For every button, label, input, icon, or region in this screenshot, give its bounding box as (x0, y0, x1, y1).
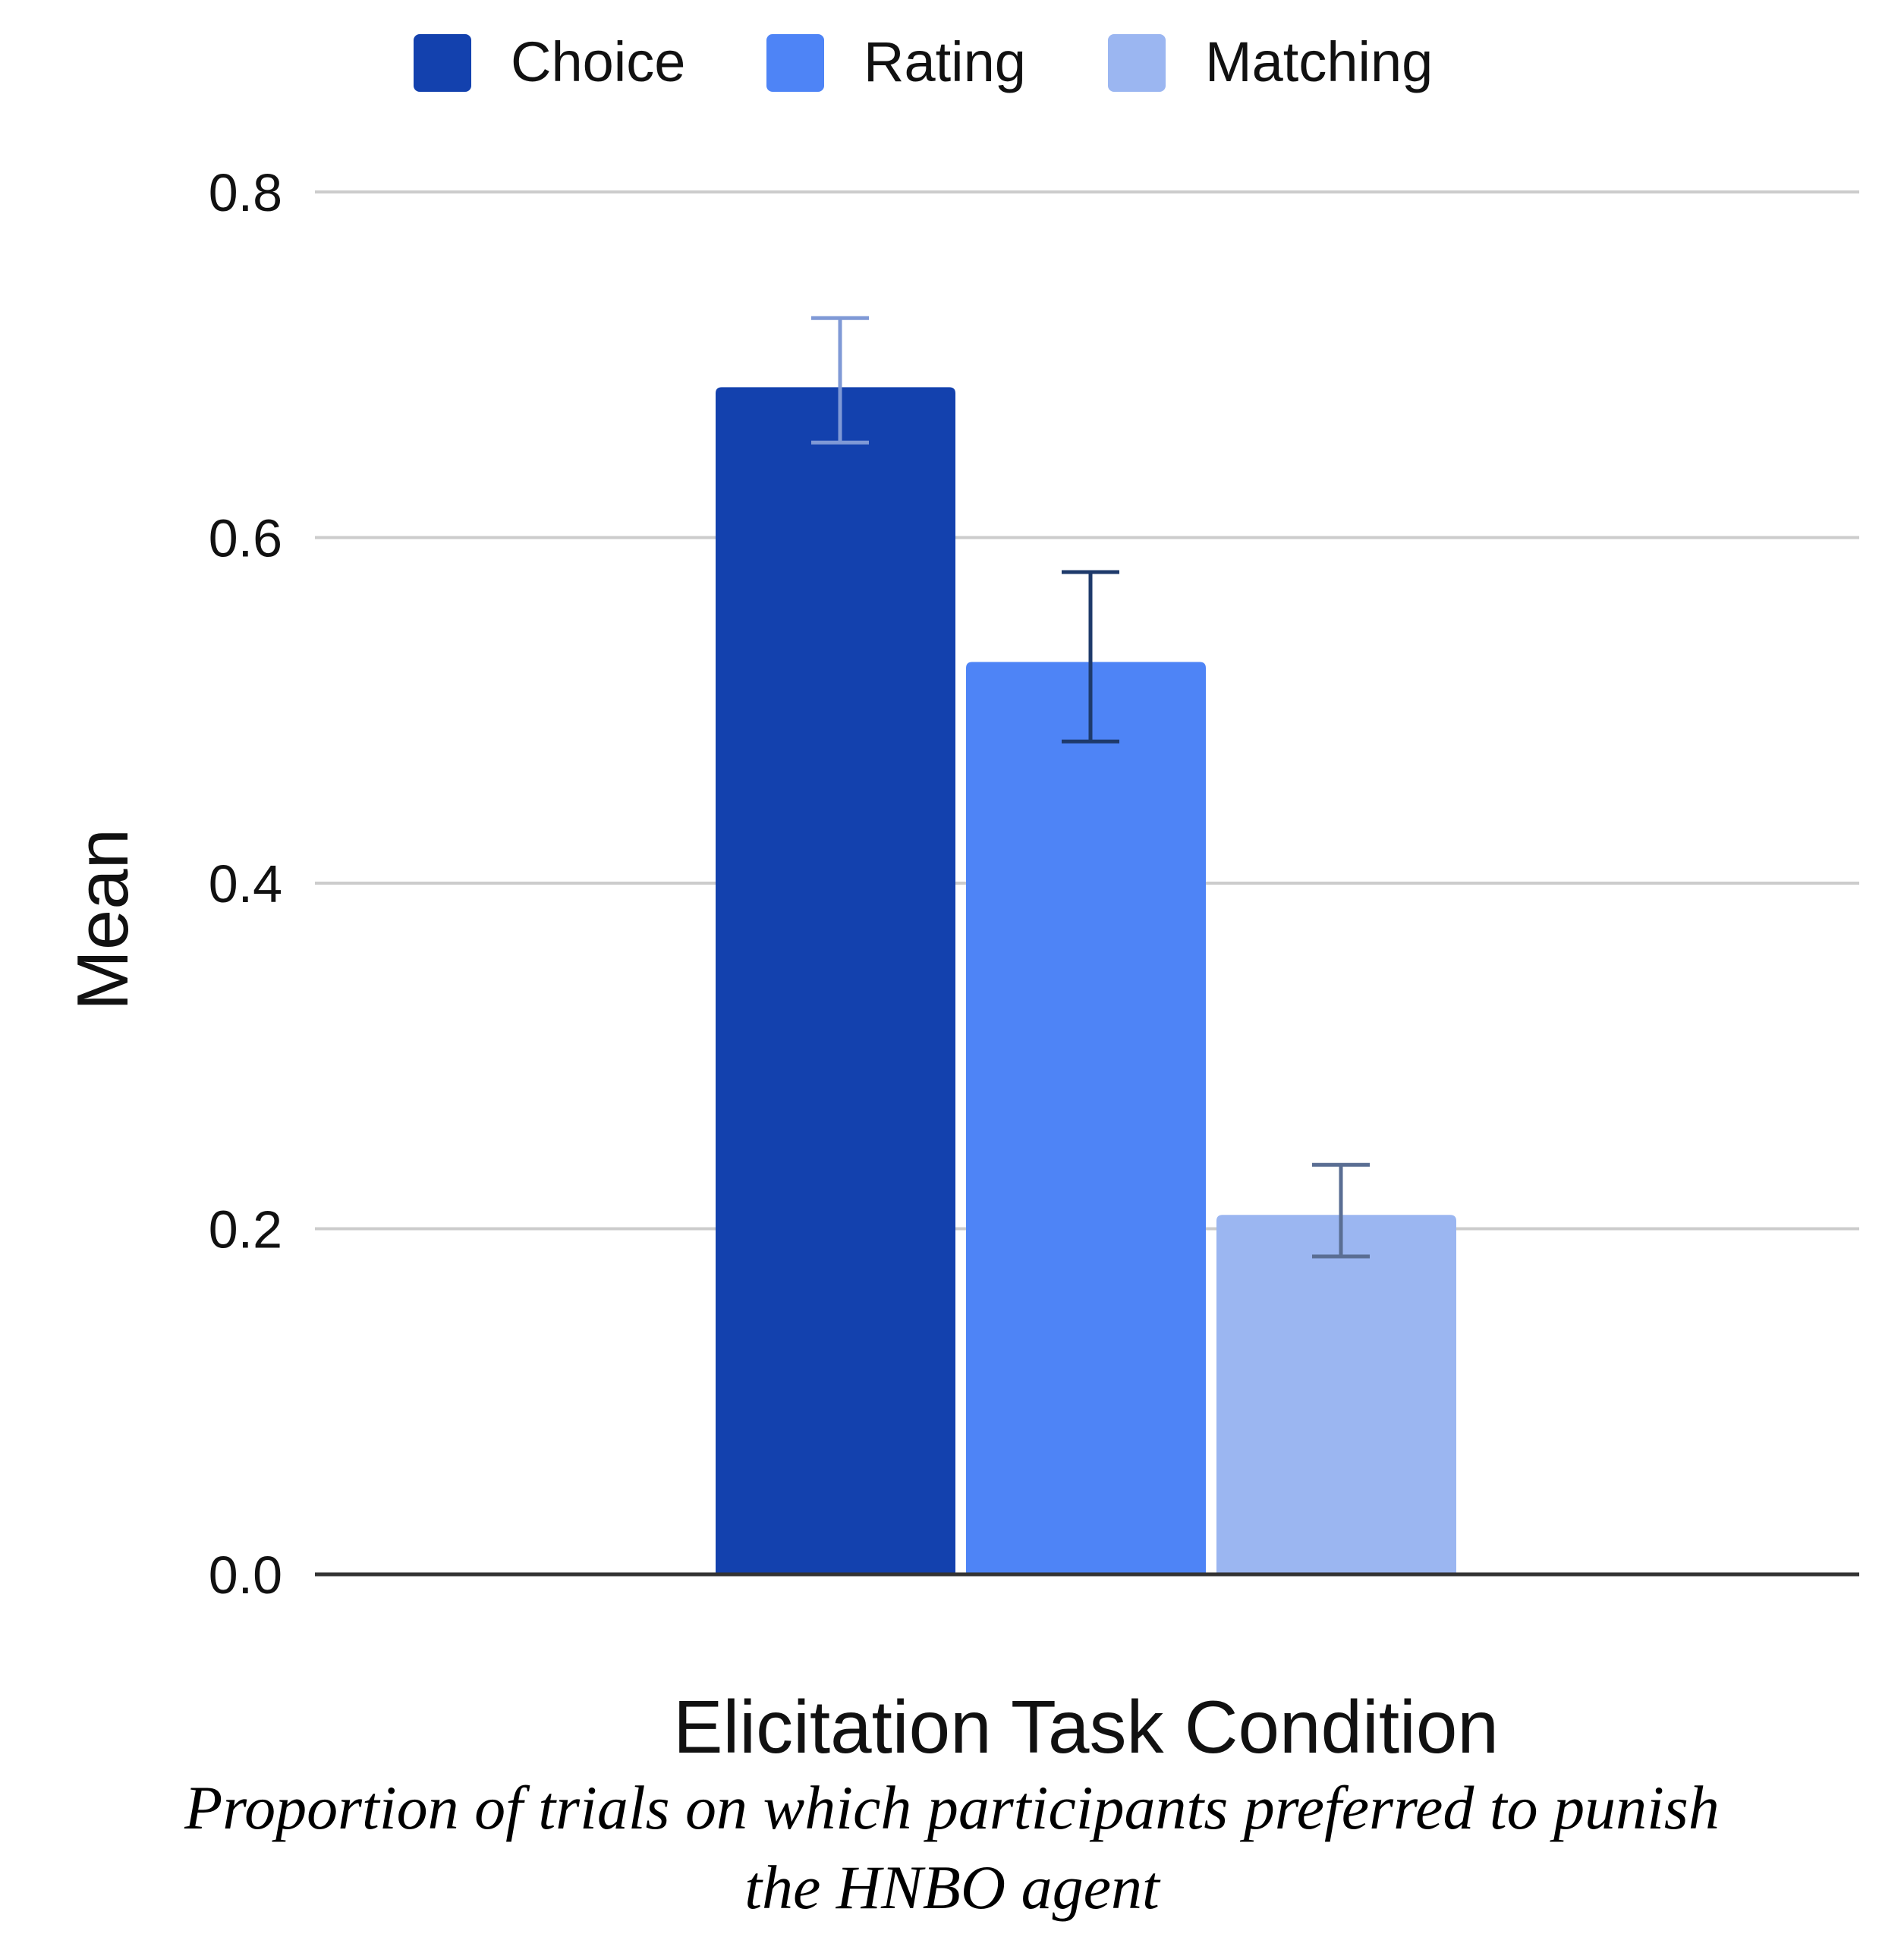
legend-label: Matching (1205, 30, 1433, 93)
caption-line-1: Proportion of trials on which participan… (184, 1773, 1720, 1842)
error-bar-matching (1312, 1162, 1370, 1259)
error-bar-rating (1062, 570, 1119, 744)
y-axis-ticks: 0.0 0.2 0.4 0.6 0.8 (209, 163, 282, 1605)
bar-rating (966, 662, 1206, 1574)
y-axis-label: Mean (62, 829, 143, 1011)
legend: Choice Rating Matching (414, 30, 1433, 93)
error-bar-choice (811, 316, 869, 445)
legend-item-matching: Matching (1108, 30, 1433, 93)
legend-swatch (1108, 34, 1166, 92)
legend-label: Choice (511, 30, 685, 93)
y-tick-label: 0.8 (209, 163, 282, 222)
legend-swatch (766, 34, 824, 92)
bar-choice (716, 387, 955, 1574)
figure-caption: Proportion of trials on which participan… (0, 1768, 1904, 1927)
y-tick-label: 0.0 (209, 1546, 282, 1605)
error-bars (811, 316, 1370, 1259)
y-tick-label: 0.2 (209, 1200, 282, 1259)
caption-line-2: the HNBO agent (744, 1853, 1160, 1922)
y-tick-label: 0.6 (209, 509, 282, 568)
legend-swatch (414, 34, 471, 92)
y-tick-label: 0.4 (209, 854, 282, 913)
bar-chart: Choice Rating Matching 0.0 0.2 0.4 0.6 0.8 Mea… (62, 30, 1859, 1760)
x-axis-label: Elicitation Task Condition (673, 1685, 1499, 1760)
legend-label: Rating (864, 30, 1026, 93)
bar-matching (1216, 1215, 1456, 1574)
bars (716, 387, 1456, 1574)
legend-item-rating: Rating (766, 30, 1026, 93)
legend-item-choice: Choice (414, 30, 685, 93)
